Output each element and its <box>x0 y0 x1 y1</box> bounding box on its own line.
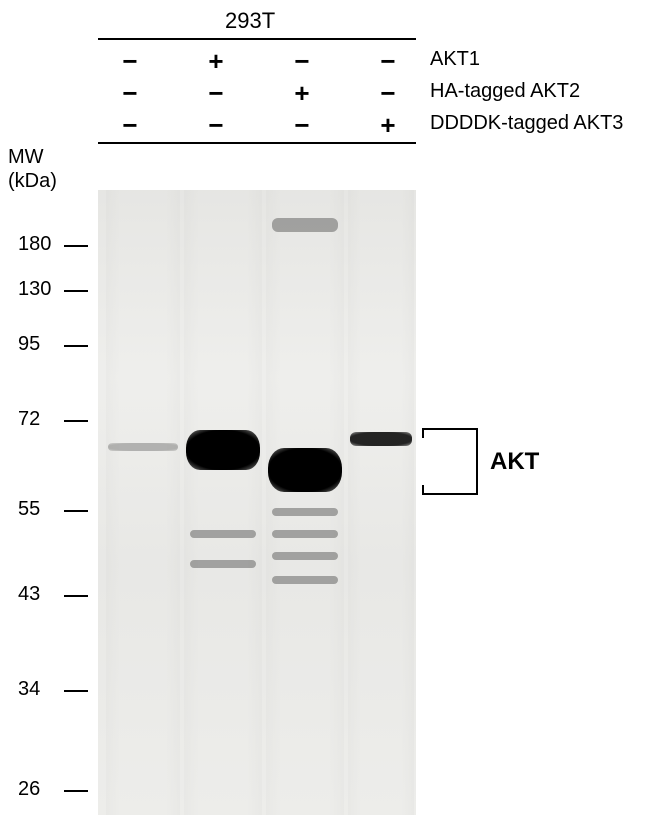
blot-band <box>350 432 412 446</box>
blot-lane <box>184 190 262 815</box>
akt-label: AKT <box>490 448 539 476</box>
blot-faint-band <box>190 560 256 568</box>
condition-symbol: − <box>118 78 142 109</box>
blot-band <box>268 448 342 492</box>
blot-faint-band <box>272 576 338 584</box>
condition-symbol: − <box>118 110 142 141</box>
blot-lane <box>106 190 180 815</box>
cell-line-label: 293T <box>225 8 275 34</box>
blot-lane <box>348 190 414 815</box>
mw-tick-mark <box>64 595 88 597</box>
mw-tick-label: 34 <box>18 678 40 701</box>
mw-tick-mark <box>64 790 88 792</box>
akt-bracket-bottom <box>422 493 476 495</box>
condition-symbol: − <box>376 46 400 77</box>
condition-symbol: − <box>204 78 228 109</box>
western-blot-membrane <box>98 190 416 815</box>
mw-tick-mark <box>64 345 88 347</box>
mw-tick-mark <box>64 290 88 292</box>
conditions-underline <box>98 142 416 144</box>
akt-bracket-top <box>422 428 476 430</box>
blot-band <box>186 430 260 470</box>
mw-tick-label: 180 <box>18 233 51 256</box>
condition-symbol: + <box>204 46 228 77</box>
condition-label: AKT1 <box>430 48 480 71</box>
condition-symbol: + <box>376 110 400 141</box>
mw-tick-label: 55 <box>18 498 40 521</box>
condition-symbol: − <box>290 110 314 141</box>
condition-label: DDDDK-tagged AKT3 <box>430 112 623 135</box>
mw-tick-mark <box>64 245 88 247</box>
blot-faint-band <box>190 530 256 538</box>
mw-tick-label: 26 <box>18 778 40 801</box>
mw-header-line2: (kDa) <box>8 170 57 193</box>
mw-tick-label: 130 <box>18 278 51 301</box>
blot-faint-band <box>272 530 338 538</box>
akt-bracket-vertical <box>476 428 478 495</box>
blot-faint-band <box>272 508 338 516</box>
condition-symbol: + <box>290 78 314 109</box>
mw-tick-mark <box>64 510 88 512</box>
condition-symbol: − <box>290 46 314 77</box>
mw-tick-label: 95 <box>18 333 40 356</box>
mw-tick-label: 43 <box>18 583 40 606</box>
blot-lane <box>266 190 344 815</box>
akt-bracket-bot-arm <box>422 485 424 495</box>
condition-symbol: − <box>204 110 228 141</box>
condition-symbol: − <box>376 78 400 109</box>
blot-faint-band <box>272 218 338 232</box>
akt-bracket-top-arm <box>422 428 424 438</box>
blot-faint-band <box>272 552 338 560</box>
mw-tick-label: 72 <box>18 408 40 431</box>
mw-tick-mark <box>64 420 88 422</box>
mw-tick-mark <box>64 690 88 692</box>
blot-band <box>108 443 178 451</box>
condition-symbol: − <box>118 46 142 77</box>
mw-header-line1: MW <box>8 146 44 169</box>
figure-container: 293T −+−−AKT1−−+−HA-tagged AKT2−−−+DDDDK… <box>0 0 650 837</box>
condition-label: HA-tagged AKT2 <box>430 80 580 103</box>
cell-line-underline <box>98 38 416 40</box>
